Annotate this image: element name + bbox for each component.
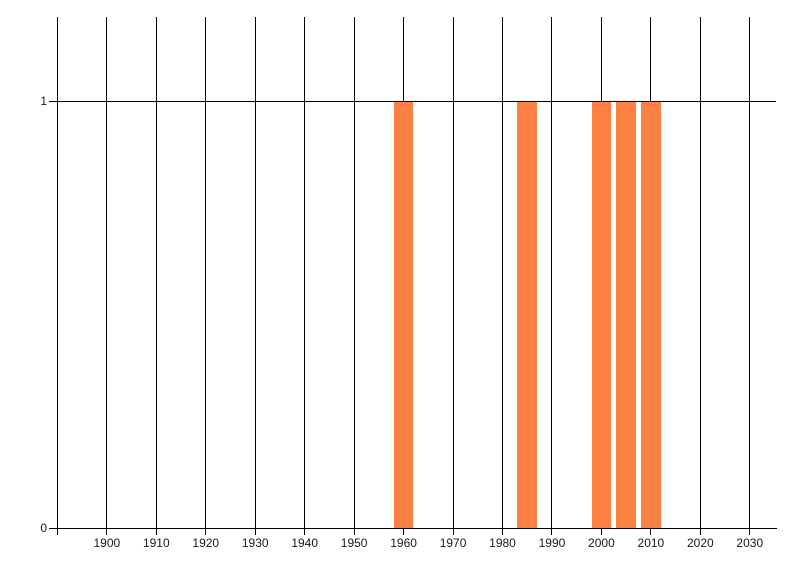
x-tick-label: 1970 xyxy=(439,536,467,550)
x-tick-label: 1940 xyxy=(291,536,319,550)
x-tick-label: 1950 xyxy=(340,536,368,550)
x-tick-label: 1960 xyxy=(390,536,417,550)
x-gridline xyxy=(699,17,701,535)
x-gridline xyxy=(551,17,553,535)
x-gridline xyxy=(106,17,108,535)
x-tick-label: 2000 xyxy=(588,536,615,550)
x-gridline xyxy=(56,17,58,535)
x-tick-label: 2020 xyxy=(686,536,714,550)
bar xyxy=(517,102,538,528)
bar xyxy=(616,102,637,528)
x-axis-line xyxy=(49,527,777,529)
bar xyxy=(640,102,661,528)
x-gridline xyxy=(254,17,256,535)
x-gridline xyxy=(304,17,306,535)
y-tick-label: 1 xyxy=(40,94,47,109)
x-tick-label: 1930 xyxy=(241,536,269,550)
y-tick-label: 0 xyxy=(40,521,47,535)
x-tick-label: 2030 xyxy=(736,536,764,550)
x-gridline xyxy=(452,17,454,535)
x-gridline xyxy=(749,17,751,535)
bar xyxy=(393,102,414,528)
x-gridline xyxy=(205,17,207,535)
x-gridline xyxy=(353,17,355,535)
x-gridline xyxy=(502,17,503,535)
x-tick-label: 1980 xyxy=(489,536,516,550)
x-gridline xyxy=(155,17,157,535)
x-tick-label: 1920 xyxy=(192,536,220,550)
y-gridline xyxy=(49,100,776,102)
x-tick-label: 1910 xyxy=(142,536,170,550)
x-tick-label: 1990 xyxy=(538,536,566,550)
x-tick-label: 1900 xyxy=(93,536,121,550)
bar xyxy=(591,102,612,528)
x-tick-label: 2010 xyxy=(637,536,665,550)
